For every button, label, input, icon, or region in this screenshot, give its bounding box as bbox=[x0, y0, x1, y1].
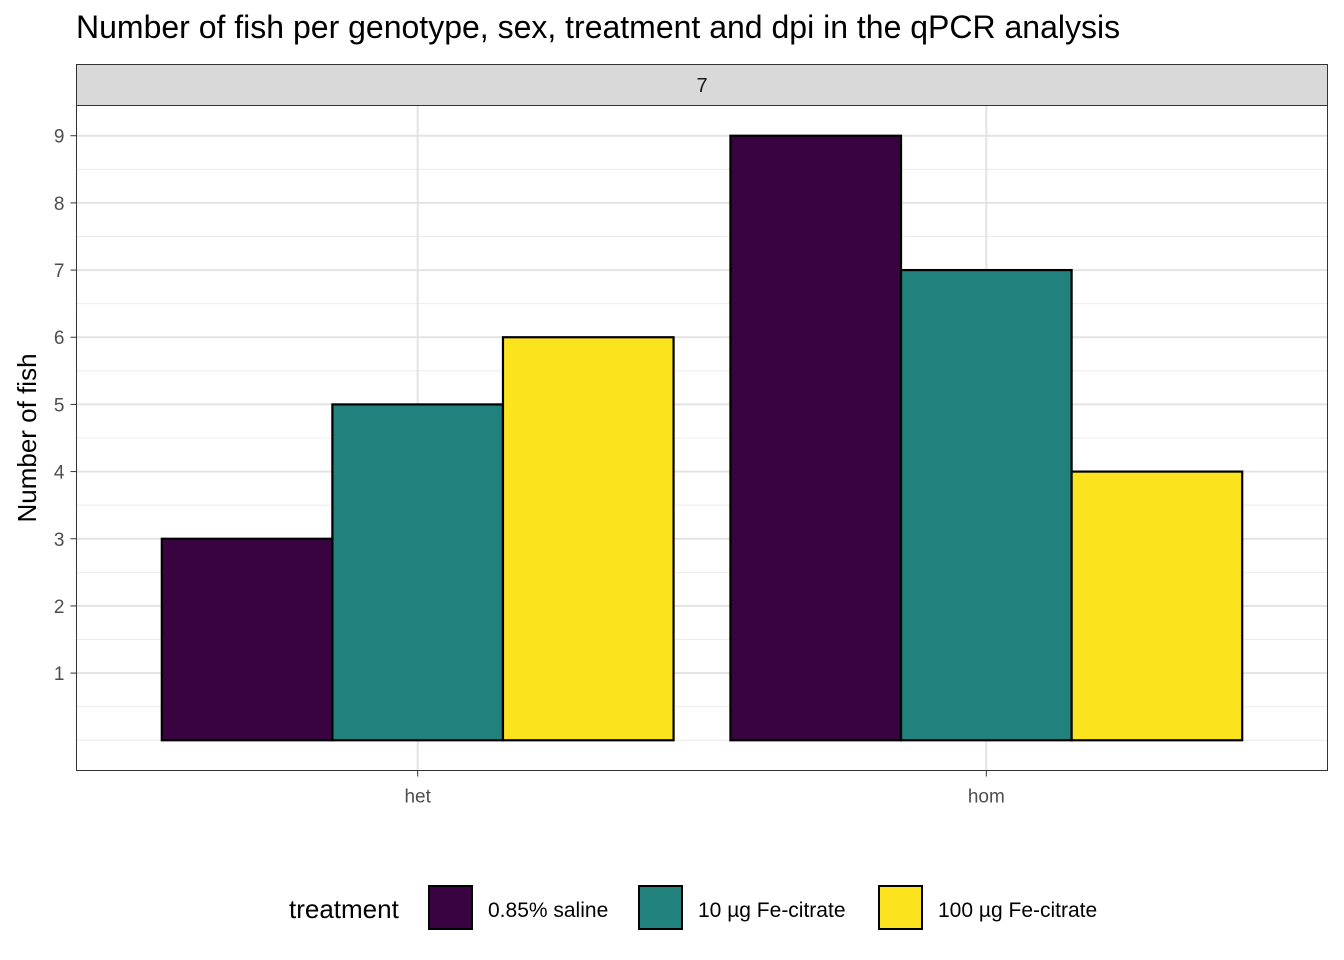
y-tick-label: 1 bbox=[54, 664, 65, 685]
x-tick-label: het bbox=[404, 787, 431, 808]
y-axis-label: Number of fish bbox=[12, 353, 42, 522]
x-axis: het hom bbox=[404, 770, 1005, 808]
y-tick-label: 3 bbox=[54, 530, 65, 551]
legend: treatment 0.85% saline 10 µg Fe-citrate 10… bbox=[289, 885, 1097, 930]
y-tick-label: 6 bbox=[54, 328, 65, 349]
legend-key bbox=[428, 885, 473, 930]
legend-key bbox=[638, 885, 683, 930]
y-axis: 1 2 3 4 5 6 7 8 9 bbox=[54, 127, 77, 685]
facet-strip bbox=[76, 64, 1328, 106]
bar bbox=[331, 403, 505, 742]
panel-border bbox=[76, 105, 1328, 771]
bar bbox=[729, 134, 903, 742]
y-tick-label: 9 bbox=[54, 127, 65, 148]
legend-label: 100 µg Fe-citrate bbox=[938, 899, 1097, 922]
bar bbox=[1070, 470, 1244, 742]
bars bbox=[160, 134, 1244, 742]
facet-label: 7 bbox=[696, 75, 707, 97]
bar bbox=[501, 336, 675, 742]
legend-title: treatment bbox=[289, 894, 400, 924]
y-tick-label: 4 bbox=[54, 463, 65, 484]
x-tick-label: hom bbox=[968, 787, 1005, 808]
bar bbox=[160, 537, 334, 742]
legend-label: 0.85% saline bbox=[488, 899, 608, 922]
legend-label: 10 µg Fe-citrate bbox=[698, 899, 846, 922]
bar bbox=[899, 268, 1073, 742]
y-tick-label: 8 bbox=[54, 194, 65, 215]
legend-key bbox=[878, 885, 923, 930]
chart-title: Number of fish per genotype, sex, treatm… bbox=[76, 9, 1120, 45]
y-tick-label: 2 bbox=[54, 597, 65, 618]
y-tick-label: 5 bbox=[54, 395, 65, 416]
y-tick-label: 7 bbox=[54, 261, 65, 282]
